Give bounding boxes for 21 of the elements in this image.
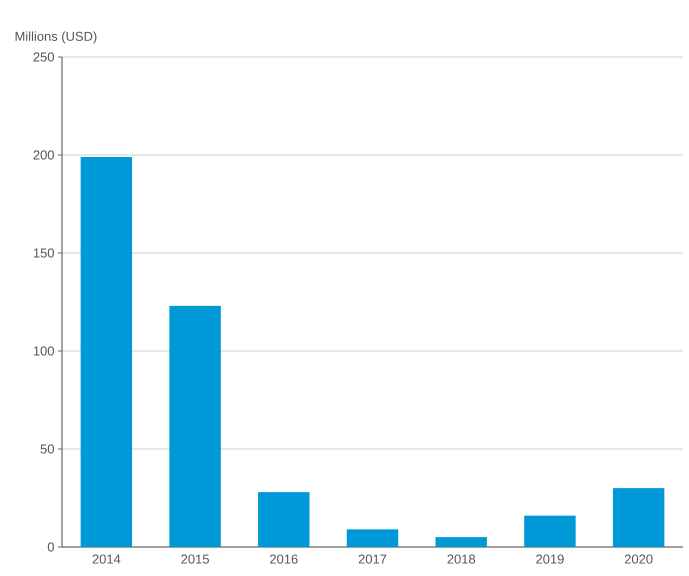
x-tick-label: 2020: [624, 554, 653, 564]
y-tick-label: 200: [34, 150, 54, 160]
x-tick-label: 2015: [181, 554, 209, 564]
bar: [612, 488, 664, 547]
bar: [346, 529, 398, 547]
x-tick-label: 2017: [358, 554, 386, 564]
y-tick-label: 100: [34, 346, 54, 356]
bar: [435, 537, 487, 547]
x-tick-label: 2018: [447, 554, 476, 564]
bar: [80, 156, 132, 547]
bar: [524, 516, 576, 547]
y-tick-label: 250: [34, 52, 54, 62]
x-tick-label: 2014: [92, 554, 120, 564]
y-axis-title: Millions (USD): [16, 31, 96, 44]
y-tick-label: 150: [34, 248, 54, 258]
y-tick-label: 0: [48, 542, 54, 552]
x-tick-label: 2019: [536, 554, 564, 564]
bar: [169, 306, 221, 547]
x-tick-label: 2016: [270, 554, 298, 564]
y-tick-label: 50: [40, 444, 54, 454]
bar: [258, 492, 310, 547]
